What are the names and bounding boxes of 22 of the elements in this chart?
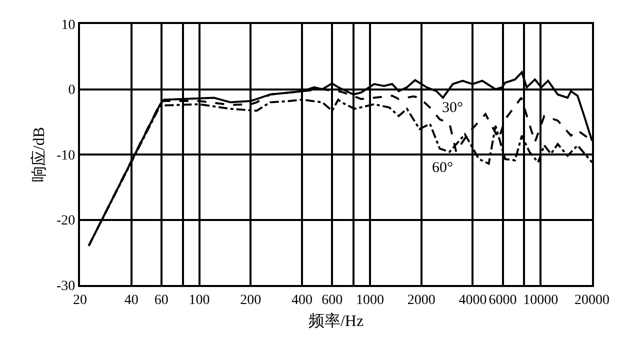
y-tick-label: -20 [56,214,76,229]
y-tick-label: 0 [68,83,76,98]
x-axis-title: 频率/Hz [308,312,364,330]
x-tick-label: 6000 [488,292,517,308]
x-tick-label: 200 [240,292,262,308]
x-tick-label: 1000 [356,292,384,308]
y-axis-title: 响应/dB [30,126,48,182]
x-tick-label: 600 [322,292,343,308]
y-tick-label: -30 [56,278,76,294]
x-tick-label: 20 [73,292,87,308]
x-tick-label: 10000 [523,292,558,308]
x-tick-label: 2000 [407,292,436,308]
x-tick-label: 20000 [574,292,610,308]
annotation: 60° [432,160,453,176]
x-tick-label: 400 [292,292,313,308]
x-tick-label: 4000 [458,292,487,308]
y-tick-label: -10 [56,148,76,164]
annotation: 30° [442,100,463,116]
x-tick-label: 60 [154,292,168,308]
x-tick-label: 100 [188,292,210,308]
y-tick-label: 10 [61,18,76,33]
x-tick-label: 40 [124,292,138,308]
